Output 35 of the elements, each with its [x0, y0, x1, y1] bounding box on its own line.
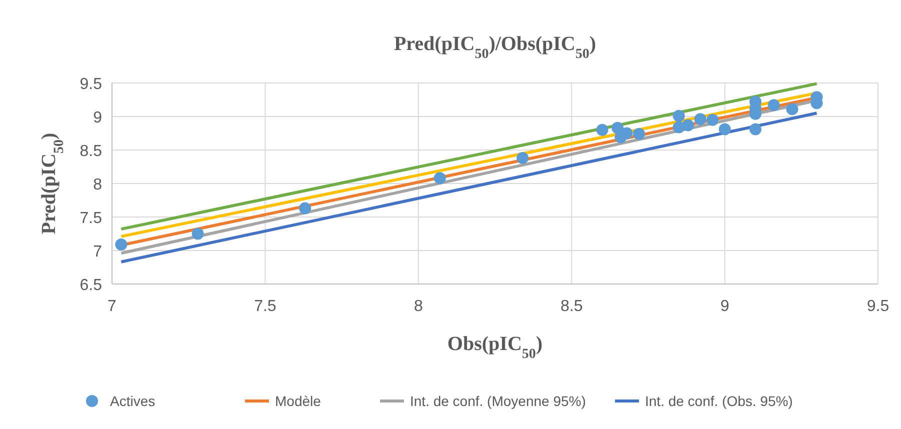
point [434, 172, 446, 184]
y-tick-label: 8 [93, 176, 102, 194]
point [694, 113, 706, 126]
y-tick-label: 7 [93, 244, 102, 260]
y-tick-label: 7.5 [80, 210, 102, 227]
point [633, 128, 646, 140]
point [768, 99, 780, 112]
x-tick-label: 9.5 [866, 298, 890, 315]
legend-label: Int. de conf. (Obs. 95%) [645, 393, 793, 409]
legend-label: Actives [110, 393, 156, 409]
point [596, 124, 608, 136]
x-axis-title: Obs(pIC$_{50}$) [447, 333, 543, 362]
chart-title: Pred(pIC$_{50}$)/Obs(pIC$_{50}$) [394, 33, 596, 62]
y-tick-label: 9 [93, 110, 102, 126]
point [718, 123, 731, 136]
point [192, 228, 204, 240]
x-tick-label: 7.5 [254, 298, 276, 315]
point [682, 119, 694, 132]
point [706, 114, 719, 126]
point [115, 238, 128, 250]
point [749, 123, 762, 136]
y-tick-label: 6.5 [80, 277, 102, 294]
point [620, 127, 633, 140]
point [516, 152, 529, 164]
x-tick-label: 8.5 [560, 298, 583, 315]
x-tick-label: 7 [108, 298, 117, 315]
point [299, 202, 312, 214]
point [672, 110, 685, 122]
legend-label: Int. de conf. (Moyenne 95%) [410, 393, 586, 409]
point [786, 103, 798, 116]
x-tick-label: 8 [414, 298, 423, 315]
legend-label: Modèle [275, 393, 322, 409]
x-tick-label: 9 [720, 298, 730, 315]
y-tick-label: 9.5 [80, 76, 102, 93]
y-tick-label: 8.5 [80, 143, 102, 160]
